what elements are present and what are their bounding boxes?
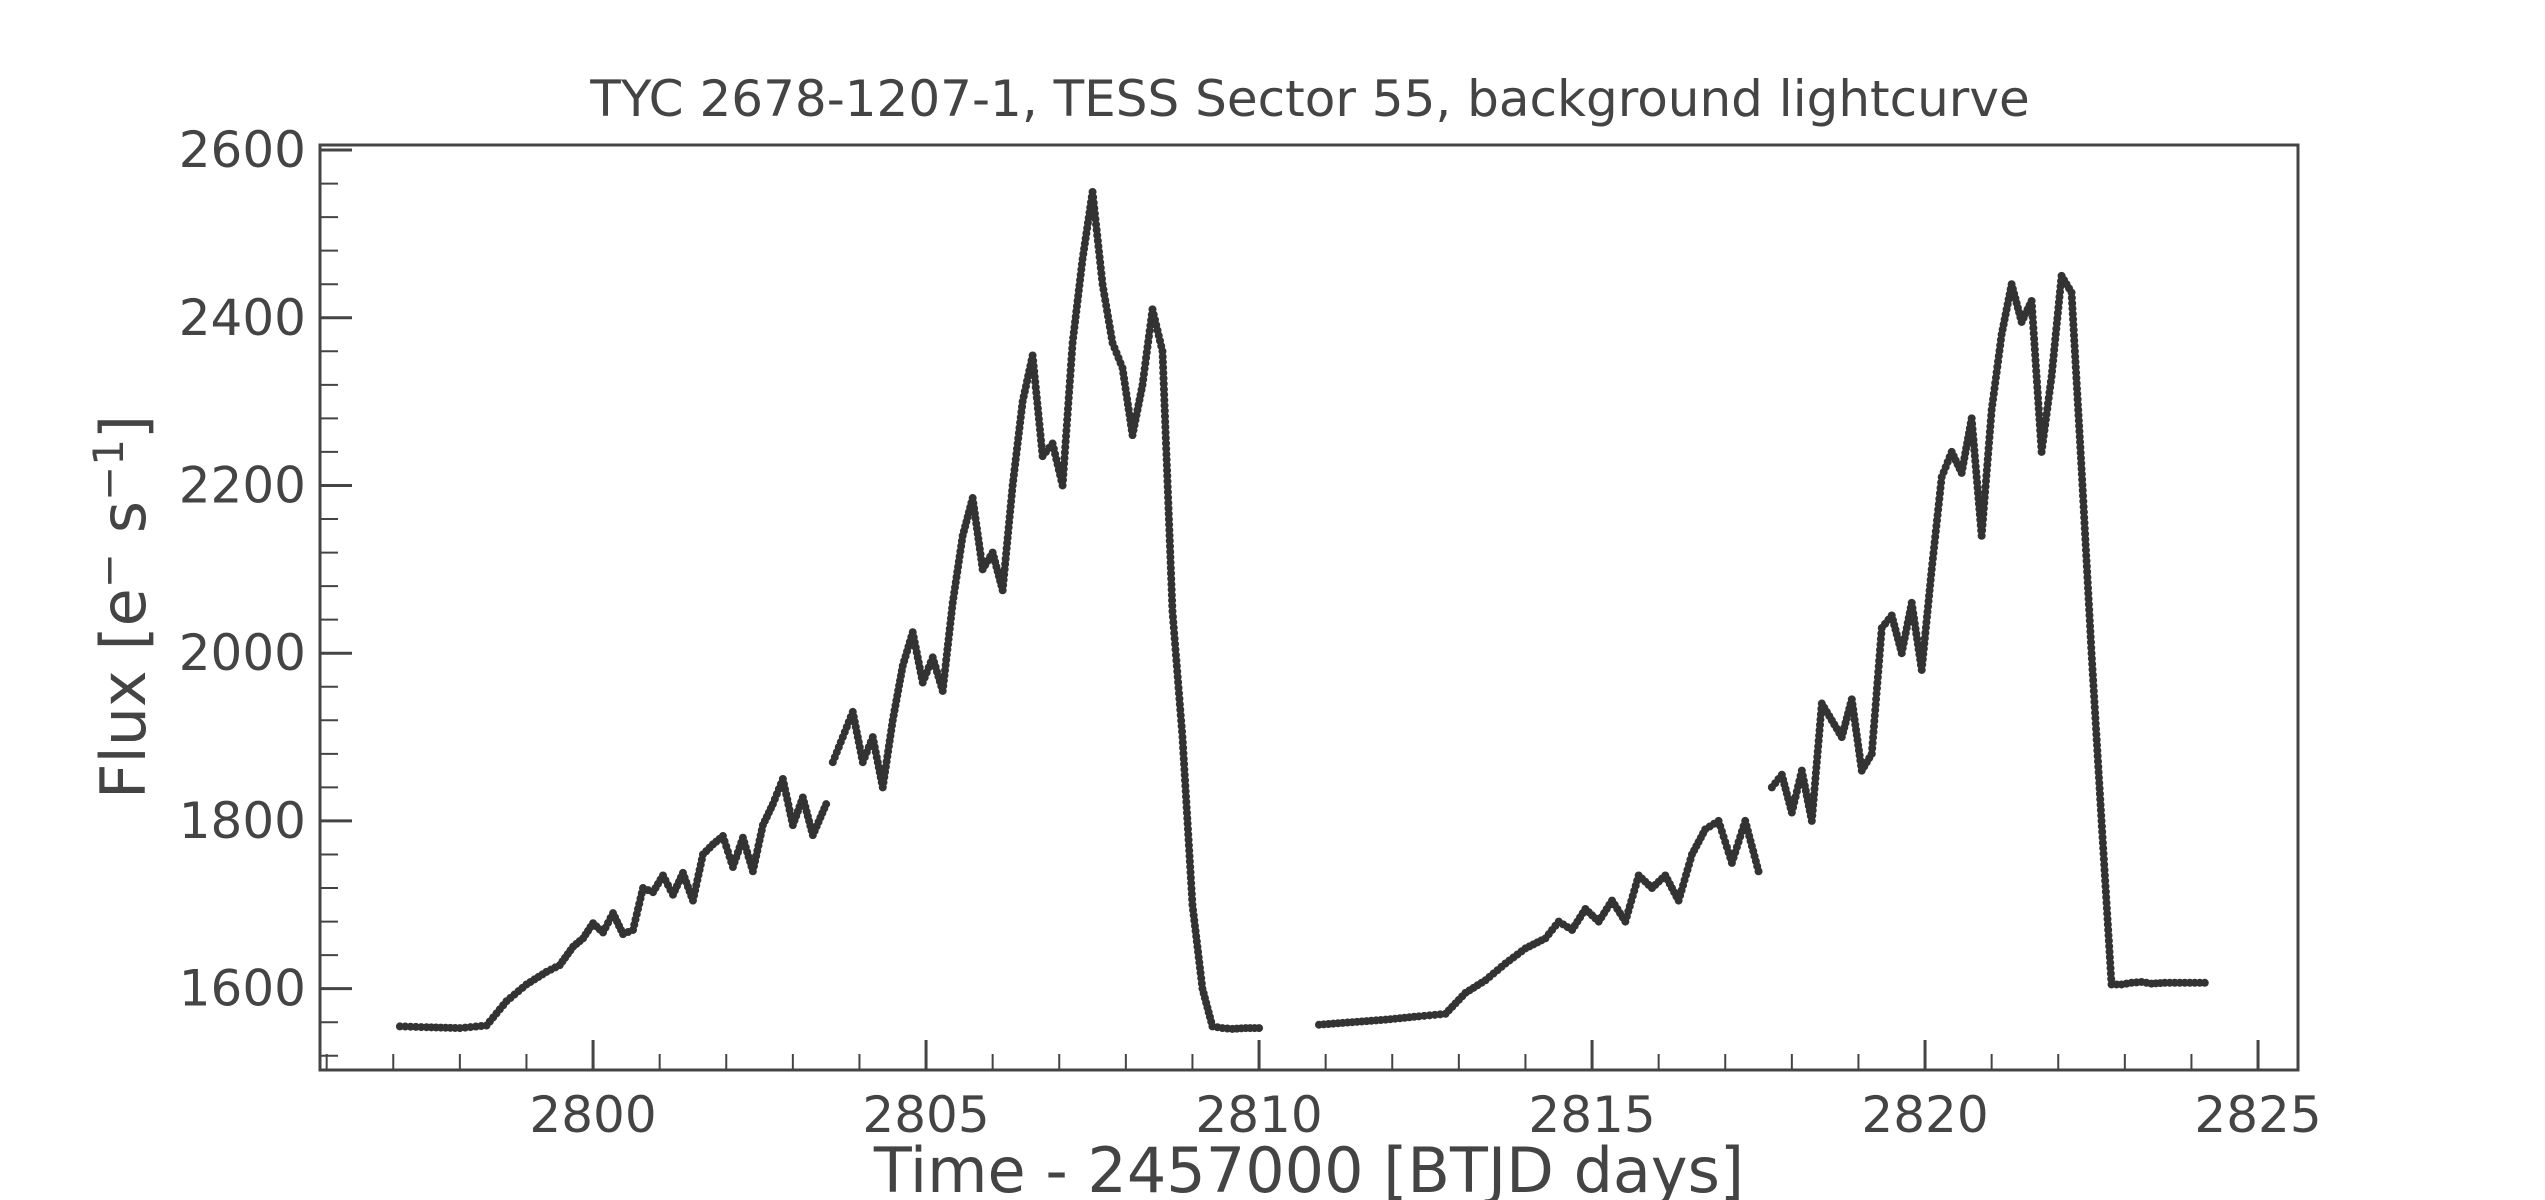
- plot-frame: [318, 143, 2300, 1072]
- y-axis-label-text: Flux [e: [87, 588, 160, 799]
- x-tick-label: 2825: [2194, 1086, 2321, 1144]
- y-axis-label-sup2: −1: [84, 439, 133, 501]
- y-axis-label-end: ]: [87, 415, 160, 439]
- data-point: [822, 800, 831, 809]
- data-point: [1754, 867, 1763, 876]
- y-axis-label: Flux [e− s−1]: [84, 415, 160, 799]
- data-point: [1255, 1024, 1264, 1033]
- y-tick-label: 1600: [179, 960, 306, 1018]
- y-tick-label: 2400: [179, 289, 306, 347]
- x-tick-label: 2820: [1861, 1086, 1988, 1144]
- x-tick-label: 2800: [529, 1086, 656, 1144]
- x-tick-label: 2805: [862, 1086, 989, 1144]
- data-point: [2200, 978, 2209, 987]
- x-tick-label: 2815: [1528, 1086, 1655, 1144]
- x-axis-label: Time - 2457000 [BTJD days]: [873, 1134, 1744, 1200]
- y-tick-label: 2600: [179, 121, 306, 179]
- chart-title: TYC 2678-1207-1, TESS Sector 55, backgro…: [589, 70, 2029, 128]
- y-tick-label: 2200: [179, 456, 306, 514]
- y-tick-label: 2000: [179, 624, 306, 682]
- x-tick-label: 2810: [1195, 1086, 1322, 1144]
- y-axis-label-mid: s: [87, 501, 160, 553]
- y-tick-label: 1800: [179, 792, 306, 850]
- axis-ticks: 2800 2805 2810 2815 2820 2825 1600 1800 2000 2200…: [179, 121, 2322, 1144]
- data-points: [395, 187, 2209, 1033]
- y-axis-label-sup1: −: [84, 553, 133, 588]
